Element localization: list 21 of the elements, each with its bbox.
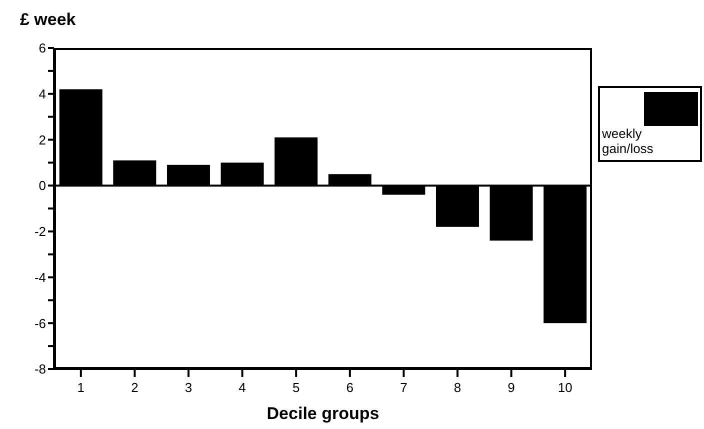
x-tick-label: 4 (238, 380, 246, 396)
x-tick-label: 8 (454, 380, 462, 396)
y-tick-label: -6 (34, 316, 46, 331)
x-tick-label: 2 (131, 380, 138, 396)
x-tick-label: 6 (346, 380, 354, 396)
y-tick-label: -2 (34, 224, 46, 240)
x-tick-label: 3 (184, 380, 192, 396)
y-tick-label: -8 (34, 362, 46, 377)
y-tick-label: 4 (38, 86, 46, 102)
x-tick-label: 5 (292, 380, 300, 396)
x-tick-label: 9 (508, 380, 515, 396)
text: weekly gain/loss (602, 126, 654, 156)
x-axis-title: Decile groups (266, 404, 380, 423)
x-tick-label: 10 (558, 380, 572, 396)
y-tick-label: 0 (38, 178, 46, 194)
y-tick-label: 2 (38, 132, 46, 148)
y-tick-label: 6 (38, 40, 46, 56)
x-tick-label: 7 (400, 380, 408, 396)
y-axis-title: £ week (20, 10, 76, 30)
x-tick-label: 1 (77, 380, 85, 396)
y-tick-label: -4 (34, 270, 46, 285)
